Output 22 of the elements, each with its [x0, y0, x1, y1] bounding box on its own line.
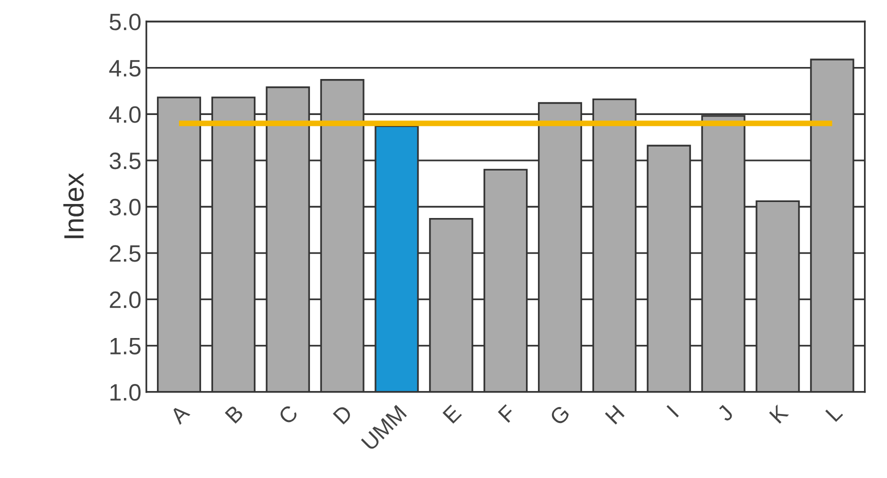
x-tick-label: F	[498, 404, 516, 423]
x-tick-label: H	[604, 404, 625, 425]
x-tick-label: G	[549, 404, 570, 426]
y-tick-label: 2.0	[110, 291, 141, 308]
x-tick-label: E	[442, 404, 462, 424]
x-tick-label: L	[825, 404, 844, 422]
x-tick-label: J	[716, 404, 734, 422]
y-tick-label: 2.5	[110, 245, 141, 262]
x-tick-label: B	[224, 404, 244, 424]
x-tick-label: C	[278, 404, 299, 426]
y-axis-title: Index	[63, 173, 84, 238]
x-tick-label: I	[666, 405, 679, 418]
y-tick-label: 1.0	[110, 384, 141, 401]
y-tick-label: 4.5	[109, 60, 141, 77]
y-tick-label: 5.0	[110, 14, 141, 30]
y-tick-label: 3.5	[110, 152, 141, 170]
y-tick-label: 4.0	[109, 106, 141, 123]
x-tick-label: D	[332, 404, 353, 425]
x-tick-label: K	[769, 404, 789, 424]
x-tick-label: A	[169, 404, 190, 425]
y-tick-label: 3.0	[110, 198, 141, 216]
y-tick-label: 1.5	[110, 338, 141, 354]
